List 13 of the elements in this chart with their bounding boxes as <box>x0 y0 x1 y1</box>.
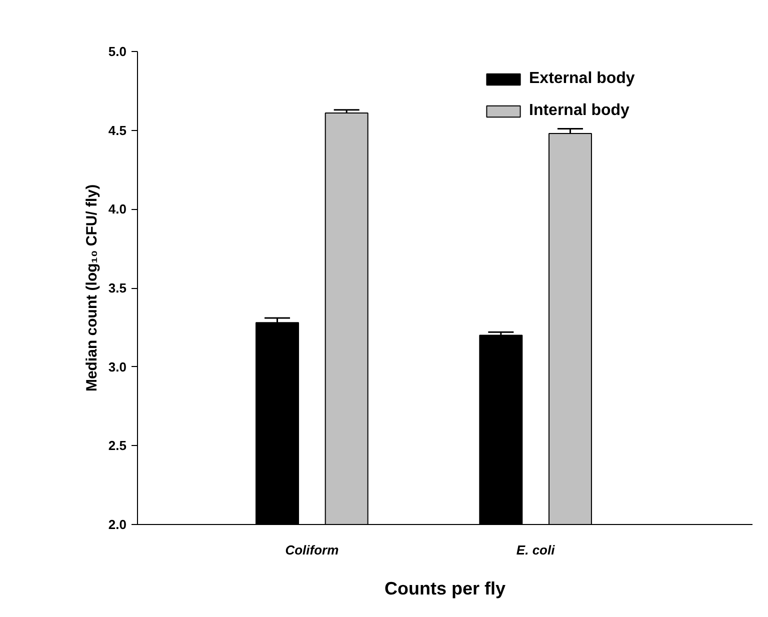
legend-label: Internal body <box>529 102 630 120</box>
y-tick-label: 3.0 <box>108 359 127 374</box>
x-tick-label: Coliform <box>285 542 340 558</box>
y-tick-label: 3.5 <box>108 280 127 296</box>
y-tick-label: 4.0 <box>108 202 127 217</box>
y-tick-label: 2.0 <box>108 517 127 532</box>
y-axis-title: Median count (log₁₀ CFU/ fly) <box>83 184 100 392</box>
legend-label: External body <box>529 70 635 88</box>
y-tick-label: 2.5 <box>108 438 127 454</box>
x-axis-title: Counts per fly <box>384 578 506 598</box>
y-tick-label: 4.5 <box>108 122 127 138</box>
y-tick-label: 5.0 <box>108 44 127 59</box>
x-tick-label: E. coli <box>516 542 556 558</box>
